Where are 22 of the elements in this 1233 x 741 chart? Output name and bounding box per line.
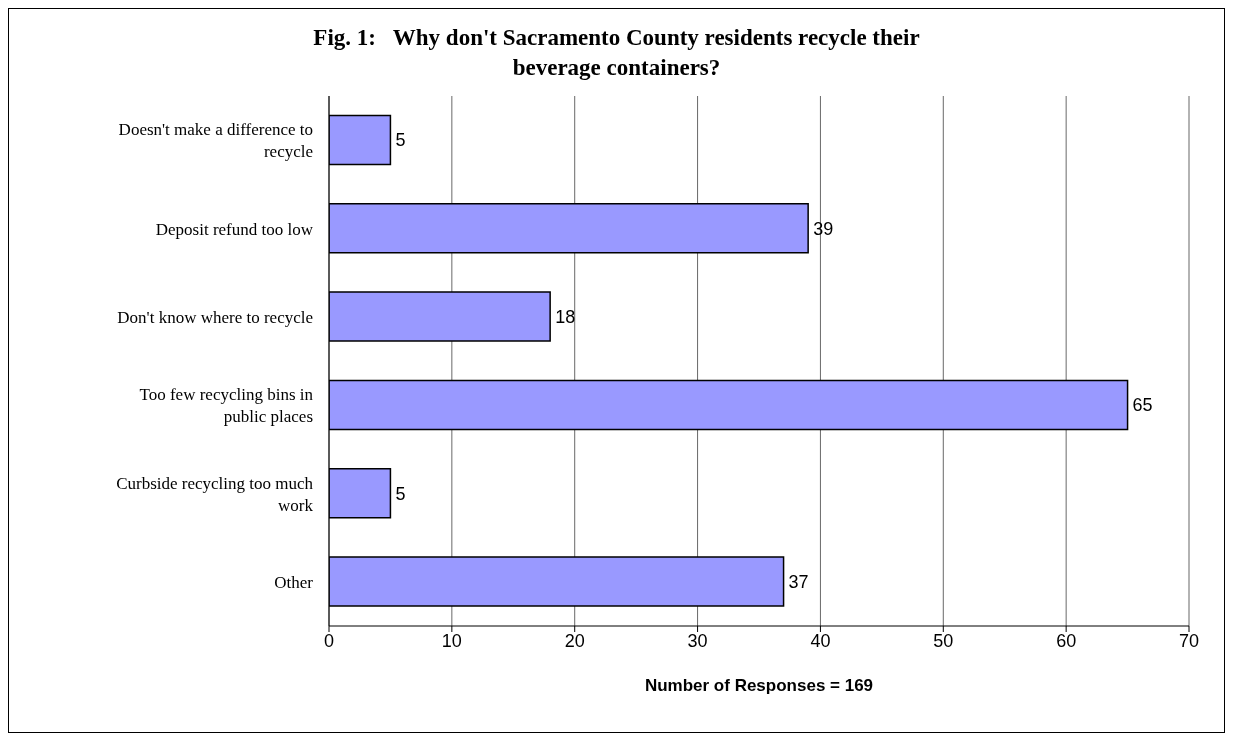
x-tick-label: 40	[810, 630, 831, 651]
y-tick-label: Doesn't make a difference to recycle	[118, 119, 313, 161]
x-tick-label: 50	[933, 630, 954, 651]
y-tick-label: Other	[274, 572, 314, 592]
x-tick-label: 10	[441, 630, 462, 651]
data-label: 37	[788, 571, 809, 592]
x-tick-label: 20	[564, 630, 585, 651]
y-tick-label: Too few recycling bins in public places	[139, 384, 314, 426]
data-label: 39	[813, 218, 834, 239]
data-label: 5	[395, 483, 406, 504]
x-tick-label: 60	[1056, 630, 1077, 651]
x-tick-label: 70	[1178, 630, 1200, 651]
x-axis-title: Number of Responses = 169	[644, 676, 874, 695]
y-tick-label: Deposit refund too low	[155, 219, 314, 238]
x-tick-label: 0	[323, 630, 335, 651]
data-label: 5	[395, 130, 406, 151]
chart-title: Fig. 1: Why don't Sacramento County residents recycle their beverage containers?	[312, 24, 921, 82]
y-tick-label: Curbside recycling too much work	[116, 473, 314, 514]
data-label: 65	[1132, 395, 1153, 416]
y-tick-label: Don't know where to recycle	[117, 307, 313, 327]
x-tick-label: 30	[687, 630, 708, 651]
data-label: 18	[555, 306, 576, 327]
